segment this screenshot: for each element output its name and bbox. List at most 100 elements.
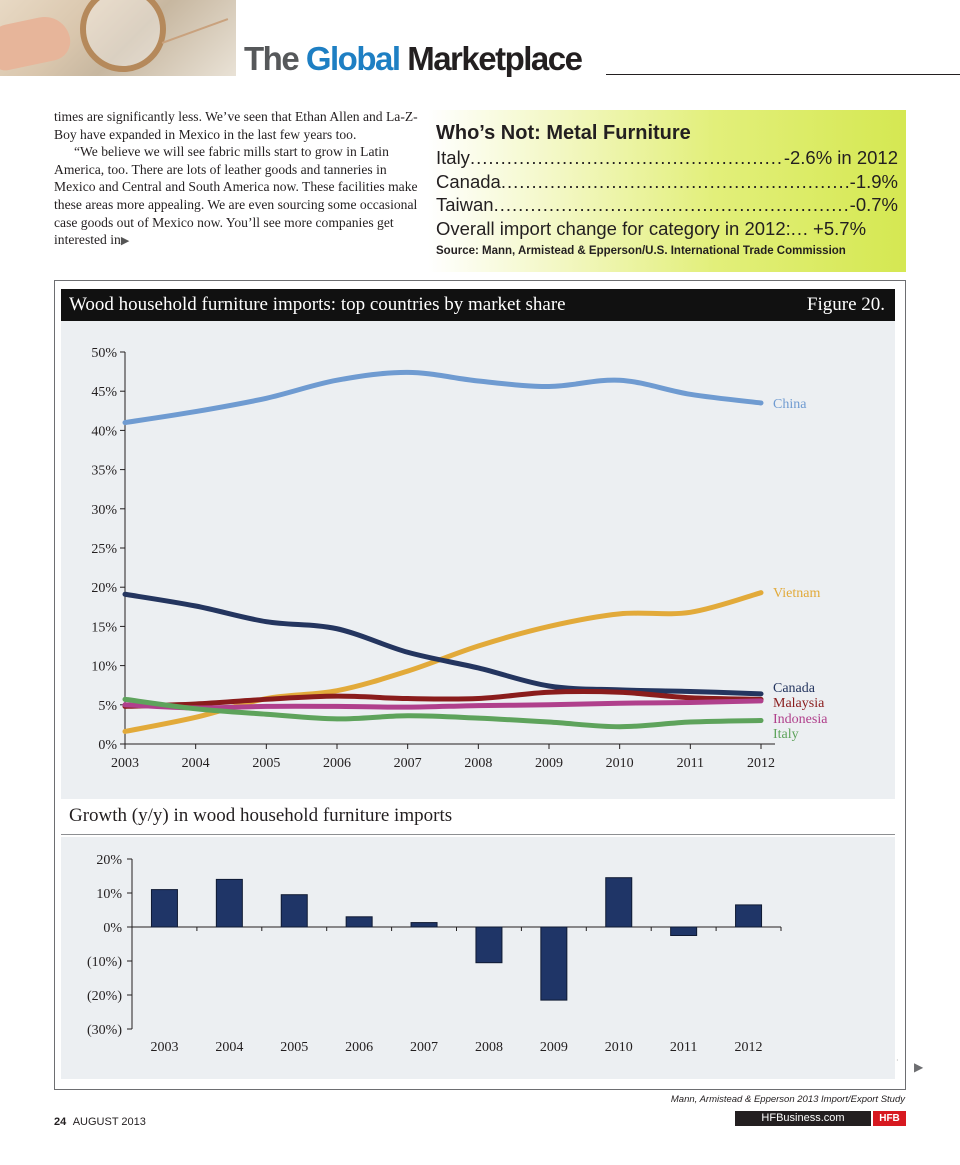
data-point-vietnam xyxy=(688,610,693,615)
y-tick-label: 5% xyxy=(98,699,117,714)
data-point-malaysia xyxy=(546,690,552,695)
data-point-indonesia xyxy=(334,704,340,709)
header-photo xyxy=(0,0,236,76)
bar-2012 xyxy=(735,904,763,928)
data-point-canada xyxy=(122,592,128,597)
data-point-indonesia xyxy=(264,704,269,709)
series-line-china xyxy=(122,369,764,426)
data-point-malaysia xyxy=(688,695,693,700)
data-point-malaysia xyxy=(476,696,481,701)
y-tick-label: 0% xyxy=(103,921,122,936)
x-tick-label: 2003 xyxy=(150,1040,178,1055)
data-point-malaysia xyxy=(193,701,198,707)
data-point-china xyxy=(758,400,764,406)
data-point-vietnam xyxy=(617,611,622,617)
x-tick-label: 2009 xyxy=(535,756,563,771)
sidebar-row: Overall import change for category in 20… xyxy=(436,217,898,241)
data-point-vietnam xyxy=(476,643,481,649)
data-point-indonesia xyxy=(688,700,693,705)
y-tick-label: 10% xyxy=(96,887,122,902)
data-point-italy xyxy=(334,716,340,722)
bar-2006 xyxy=(345,916,373,928)
site-badge[interactable]: HFBusiness.com xyxy=(735,1111,871,1126)
data-point-canada xyxy=(405,650,410,655)
article-paragraph: times are significantly less. We’ve seen… xyxy=(54,109,418,142)
x-tick-label: 2007 xyxy=(410,1040,438,1055)
chart-credit: Mann, Armistead & Epperson 2013 Import/E… xyxy=(670,1094,905,1105)
data-point-italy xyxy=(193,706,198,711)
data-point-china xyxy=(617,378,622,383)
sidebar-row-value: -1.9% xyxy=(849,170,898,192)
data-point-vietnam xyxy=(546,624,552,629)
sidebar-row-value: -0.7% xyxy=(849,194,898,215)
y-tick-label: (30%) xyxy=(87,1023,122,1038)
data-point-indonesia xyxy=(617,701,622,706)
data-point-china xyxy=(688,392,693,397)
sidebar-source: Source: Mann, Armistead & Epperson/U.S. … xyxy=(436,245,846,257)
x-tick-label: 2012 xyxy=(747,756,775,771)
figure-title: Wood household furniture imports: top co… xyxy=(69,294,566,315)
section-title-part2: Global xyxy=(305,40,401,77)
page-number: 24 xyxy=(54,1116,67,1128)
growth-title-rule xyxy=(61,834,895,835)
data-point-italy xyxy=(688,719,693,725)
series-line-malaysia xyxy=(122,689,764,709)
x-tick-label: 2005 xyxy=(252,756,280,771)
y-tick-label: (10%) xyxy=(87,955,122,970)
x-tick-label: 2004 xyxy=(182,756,210,771)
continue-arrow-icon: ▶ xyxy=(120,235,130,248)
data-point-canada xyxy=(546,683,552,689)
data-point-canada xyxy=(264,619,269,624)
series-label-indonesia: Indonesia xyxy=(773,712,828,727)
article-paragraph-text: “We believe we will see fabric mills sta… xyxy=(54,144,418,248)
data-point-china xyxy=(122,420,128,425)
issue-date: AUGUST 2013 xyxy=(72,1116,146,1128)
data-point-italy xyxy=(758,718,764,723)
sidebar-row-value: . +5.7% xyxy=(802,217,867,239)
figure-number: Figure 20. xyxy=(806,294,885,315)
data-point-malaysia xyxy=(334,693,340,699)
magnifying-glass-icon xyxy=(80,0,166,72)
figure-title-bar: Wood household furniture imports: top co… xyxy=(61,289,895,321)
data-point-china xyxy=(193,409,198,414)
x-tick-label: 2010 xyxy=(605,1040,633,1055)
data-point-vietnam xyxy=(405,668,410,674)
data-point-italy xyxy=(617,724,622,729)
map-line xyxy=(161,18,229,44)
series-line-canada xyxy=(122,591,764,697)
sidebar-row-label: Taiwan xyxy=(436,194,494,215)
sidebar-row: Canada -1.9% xyxy=(436,170,898,194)
series-label-canada: Canada xyxy=(773,681,816,696)
data-point-canada xyxy=(758,691,764,697)
y-tick-label: (20%) xyxy=(87,989,122,1004)
sidebar-row-label: Italy xyxy=(436,147,470,168)
series-line-indonesia xyxy=(122,698,764,711)
data-point-italy xyxy=(476,715,481,721)
sidebar-row-label: Canada xyxy=(436,170,501,192)
series-line-italy xyxy=(122,696,764,730)
section-title-part3: Marketplace xyxy=(407,40,583,77)
data-point-italy xyxy=(546,719,552,725)
x-tick-label: 2007 xyxy=(394,756,422,771)
x-tick-label: 2011 xyxy=(670,1040,697,1055)
hand-illustration xyxy=(0,12,74,73)
x-tick-label: 2006 xyxy=(345,1040,373,1055)
sidebar-row-leader xyxy=(494,193,850,217)
y-tick-label: 40% xyxy=(91,424,117,439)
bar-2004 xyxy=(215,878,243,928)
next-page-arrow-icon: ▶ xyxy=(914,1060,924,1074)
y-tick-label: 10% xyxy=(91,660,117,675)
page-mark: · xyxy=(896,1056,899,1065)
data-point-vietnam xyxy=(122,729,128,734)
y-tick-label: 15% xyxy=(91,620,117,635)
data-point-malaysia xyxy=(617,690,622,695)
y-tick-label: 50% xyxy=(91,346,117,361)
line-chart-panel: 0% 5% 10% 15% 20% 25% 30% 35% 40% 45% 50% 2003 2004 2… xyxy=(61,321,895,799)
series-label-italy: Italy xyxy=(773,727,799,742)
sidebar-box: Who’s Not: Metal Furniture Italy -2.6% i… xyxy=(428,110,906,272)
sidebar-title: Who’s Not: Metal Furniture xyxy=(436,122,691,144)
bar-chart: (30%) (20%) (10%) 0% 10% 20% 2003 2004 2005 2006 2… xyxy=(87,853,782,1055)
bar-2010 xyxy=(605,877,633,928)
y-tick-label: 0% xyxy=(98,738,117,753)
bar-2003 xyxy=(150,889,178,928)
